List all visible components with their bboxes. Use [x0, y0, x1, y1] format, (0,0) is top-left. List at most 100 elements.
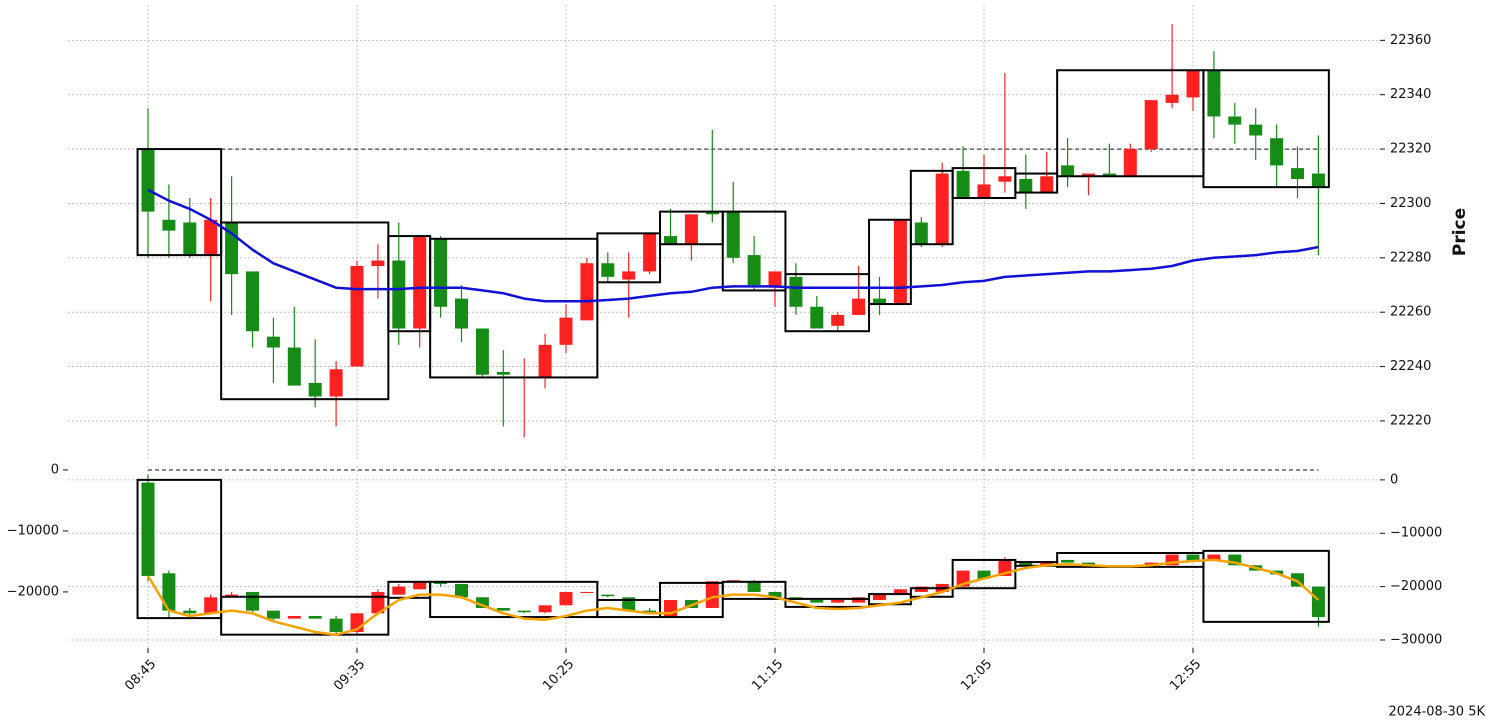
- candle-body: [1207, 70, 1221, 117]
- candle-body: [204, 219, 218, 256]
- range-box: [429, 237, 599, 379]
- candle-body: [1311, 586, 1325, 618]
- candle-body: [747, 255, 761, 286]
- candle-body: [329, 618, 343, 632]
- line-series: [146, 558, 1320, 636]
- candle-body: [266, 336, 280, 348]
- candle-body: [726, 211, 740, 258]
- candle-body: [308, 382, 322, 397]
- x-tick-label: 12:55: [1167, 657, 1204, 694]
- candle-body: [1228, 554, 1242, 566]
- candle-body: [873, 298, 886, 305]
- candle-body: [162, 573, 176, 611]
- candle-body: [246, 271, 259, 332]
- candle-body: [768, 591, 782, 598]
- candle-body: [893, 219, 907, 305]
- y-tick-label: −20000: [1390, 579, 1442, 594]
- candle-body: [538, 605, 552, 613]
- y2-tick-label: 0: [51, 462, 59, 477]
- candle-body: [643, 233, 657, 272]
- candle-body: [162, 219, 176, 231]
- candle-body: [1040, 561, 1054, 566]
- footer: 2024-08-30 5K: [1389, 705, 1486, 720]
- candle-body: [1144, 100, 1158, 150]
- candle-body: [956, 170, 970, 199]
- candle-body: [329, 369, 343, 397]
- candle-body: [998, 176, 1012, 182]
- candle-body: [580, 263, 594, 321]
- candle-body: [914, 222, 928, 245]
- candle-body: [1102, 173, 1116, 177]
- candle-body: [1061, 165, 1075, 177]
- y-tick-label: −10000: [1390, 526, 1442, 541]
- candle-body: [873, 594, 886, 600]
- candle-body: [852, 298, 866, 315]
- candle-body: [810, 599, 824, 603]
- candle-body: [1311, 173, 1325, 188]
- range-box: [136, 478, 223, 620]
- y-tick-label: 22260: [1390, 305, 1431, 320]
- candle-body: [810, 306, 824, 329]
- candle-body: [580, 591, 594, 594]
- candle-body: [183, 222, 197, 256]
- candle-body: [1040, 176, 1054, 193]
- candle-body: [287, 347, 301, 386]
- candle-body: [266, 610, 280, 619]
- y2-tick-label: −20000: [7, 584, 59, 599]
- candle-body: [475, 597, 489, 608]
- candle-body: [789, 276, 803, 307]
- candle-body: [1061, 559, 1075, 563]
- candle-body: [1082, 173, 1095, 177]
- candle-body: [559, 591, 573, 606]
- candle-body: [413, 581, 427, 590]
- candle-body: [455, 298, 468, 329]
- candle-body: [622, 271, 636, 280]
- range-box: [868, 218, 912, 306]
- candle-body: [705, 211, 719, 215]
- candle-body: [287, 615, 301, 619]
- candle-body: [664, 236, 677, 245]
- candle-body: [831, 314, 845, 326]
- candle-body: [413, 236, 427, 329]
- candle-body: [831, 599, 845, 603]
- candle-body: [1207, 554, 1221, 562]
- range-box: [909, 587, 954, 598]
- candle-body: [538, 344, 552, 378]
- y-tick-label: 22320: [1390, 142, 1431, 157]
- candle-body: [977, 184, 991, 199]
- candle-body: [475, 328, 489, 375]
- candle-body: [183, 610, 197, 614]
- range-box: [951, 558, 1017, 590]
- range-box: [721, 210, 787, 292]
- candle-body: [371, 260, 385, 266]
- candle-body: [852, 597, 866, 603]
- candle-body: [496, 607, 510, 611]
- y-tick-label: 22360: [1390, 33, 1431, 48]
- y-tick-label: −30000: [1390, 632, 1442, 647]
- range-box: [1202, 549, 1330, 623]
- y-tick-label: 22340: [1390, 87, 1431, 102]
- candle-body: [1165, 94, 1179, 103]
- x-tick-label: 10:25: [540, 657, 577, 694]
- candle-body: [455, 583, 468, 598]
- candle-body: [1144, 562, 1158, 566]
- candle-body: [204, 597, 218, 614]
- y-axis-label: Price: [1450, 208, 1470, 256]
- candle-body: [977, 570, 991, 579]
- candle-body: [1291, 168, 1304, 179]
- candle-body: [1270, 138, 1284, 166]
- candle-body: [1165, 554, 1179, 566]
- candle-body: [141, 149, 155, 212]
- candle-body: [747, 581, 761, 592]
- x-tick-label: 09:35: [331, 657, 368, 694]
- y2-tick-label: −10000: [7, 523, 59, 538]
- range-box: [721, 580, 787, 600]
- candle-body: [684, 214, 698, 245]
- candle-body: [1082, 562, 1095, 566]
- candle-body: [392, 586, 406, 595]
- candle-body: [705, 581, 719, 608]
- y-tick-label: 22220: [1390, 413, 1431, 428]
- x-tick-label: 11:15: [749, 657, 786, 694]
- range-box: [909, 169, 954, 246]
